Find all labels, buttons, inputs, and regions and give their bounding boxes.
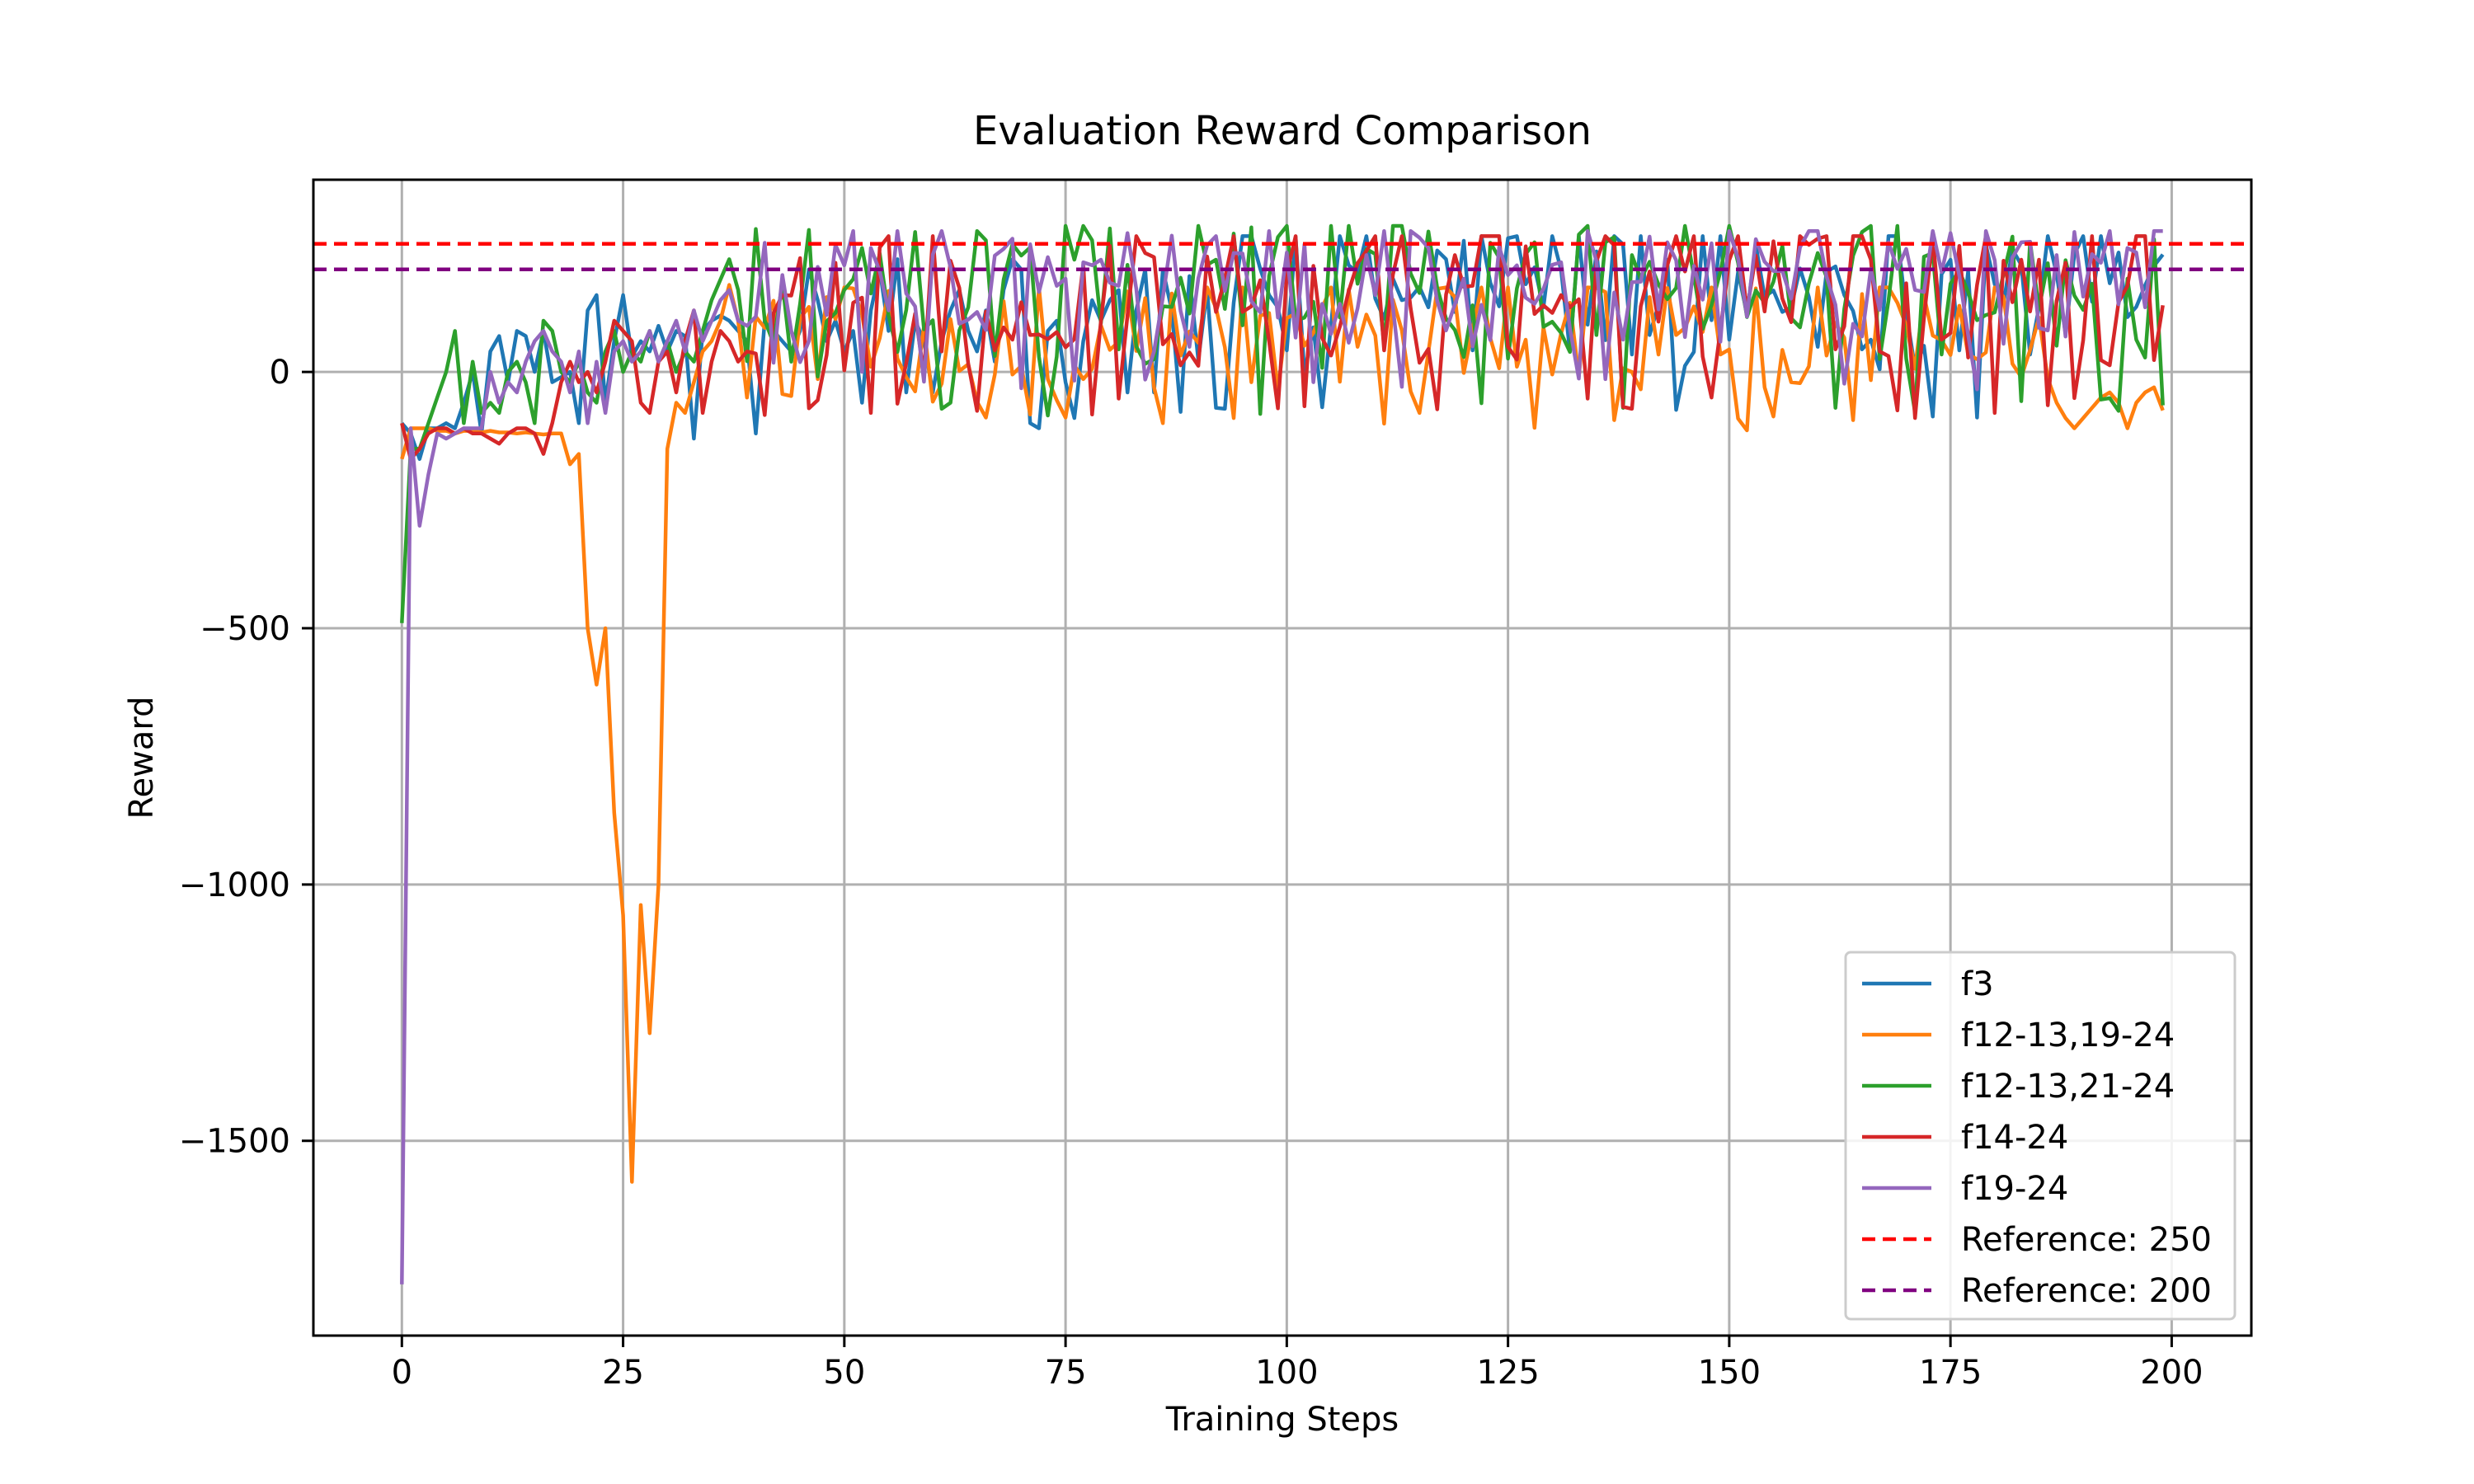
series-line-f14-24 — [400, 234, 2165, 462]
legend-label: f19-24 — [1961, 1170, 2068, 1208]
ticks-layer: 0 25 50 75 100 125 150 175 200 0 −500 −1000 −1500 — [179, 354, 2204, 1392]
x-tick-label: 100 — [1255, 1354, 1318, 1392]
x-tick-label: 125 — [1476, 1354, 1539, 1392]
series-line-f19-24 — [400, 228, 2163, 1284]
legend-box — [1844, 951, 2236, 1321]
x-tick-label: 0 — [392, 1354, 412, 1392]
y-tick-label: 0 — [270, 354, 290, 392]
y-tick-label: −1000 — [179, 866, 290, 904]
legend-label: Reference: 200 — [1961, 1272, 2212, 1310]
y-tick-label: −1500 — [179, 1123, 290, 1161]
series-layer — [313, 223, 2251, 1284]
x-tick-label: 175 — [1919, 1354, 1982, 1392]
y-tick-label: −500 — [200, 610, 290, 648]
legend-label: f12-13,19-24 — [1961, 1017, 2175, 1054]
x-tick-label: 25 — [602, 1354, 644, 1392]
chart-title: Evaluation Reward Comparison — [973, 108, 1592, 154]
x-axis-label: Training Steps — [1165, 1401, 1399, 1439]
x-tick-label: 150 — [1698, 1354, 1761, 1392]
x-tick-label: 75 — [1045, 1354, 1087, 1392]
legend-label: f14-24 — [1961, 1119, 2068, 1157]
series-line-f12-13-21-24 — [400, 223, 2165, 623]
y-axis-label: Reward — [123, 697, 161, 819]
x-tick-label: 200 — [2140, 1354, 2203, 1392]
legend-label: Reference: 250 — [1961, 1221, 2212, 1259]
legend: f3 f12-13,19-24 f12-13,21-24 f14-24 f19-24 Re… — [1844, 951, 2236, 1321]
legend-label: f3 — [1961, 965, 1994, 1003]
plot-frame — [312, 178, 2253, 1337]
legend-label: f12-13,21-24 — [1961, 1068, 2175, 1106]
x-tick-label: 50 — [823, 1354, 865, 1392]
